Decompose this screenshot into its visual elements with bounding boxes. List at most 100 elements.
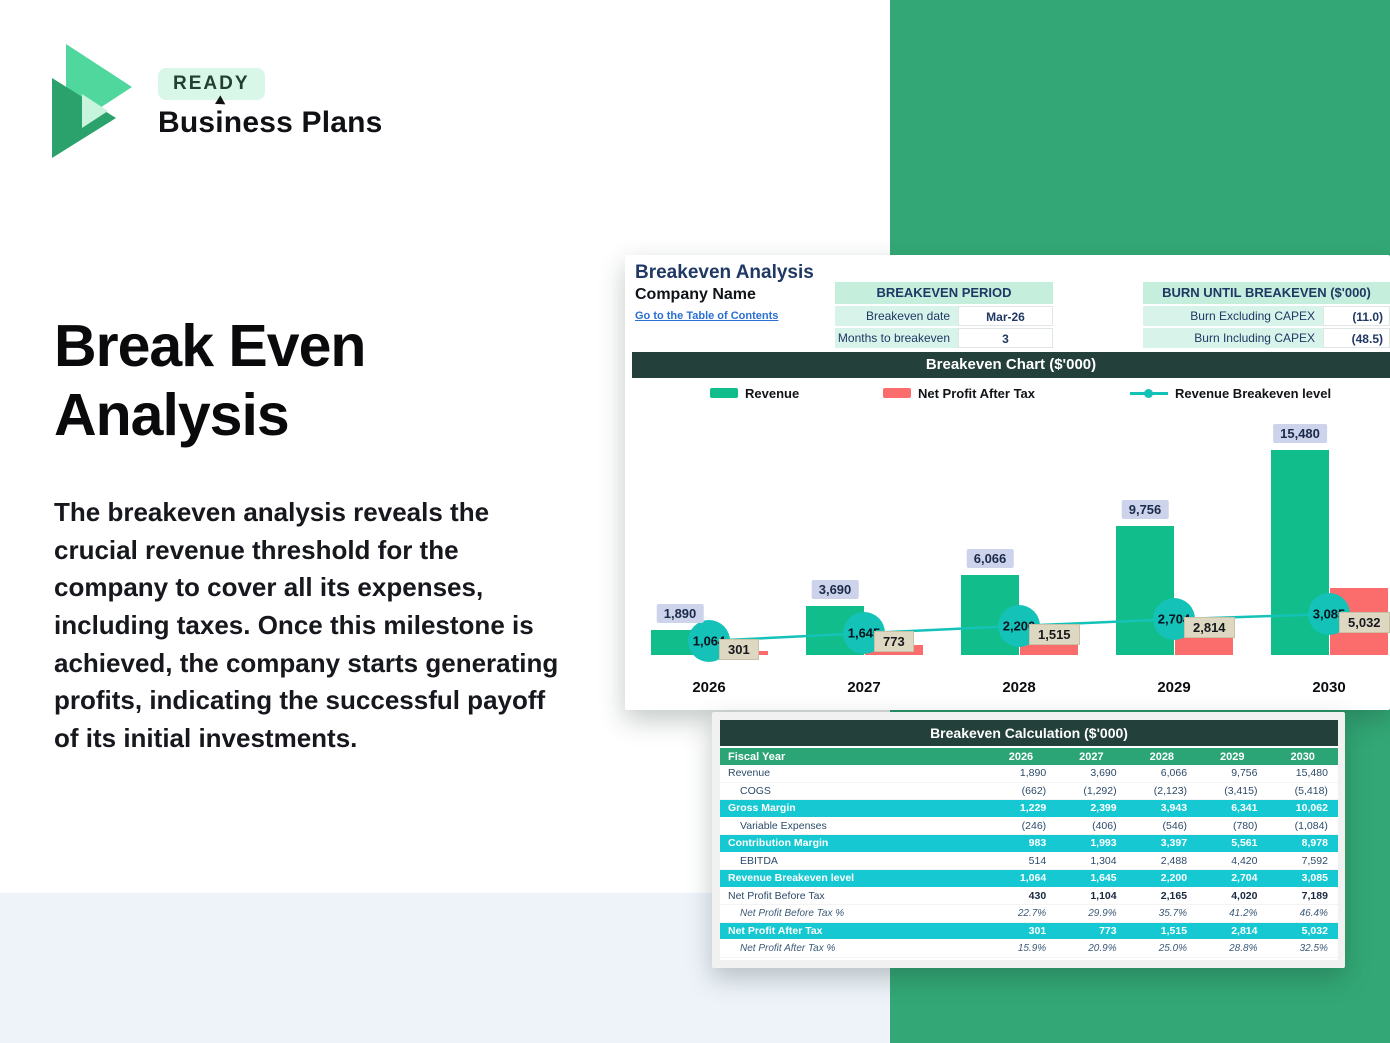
- row-value: 2,165: [1160, 889, 1188, 902]
- breakeven-date-label: Breakeven date: [835, 306, 958, 326]
- x-axis-year-label: 2027: [847, 679, 881, 696]
- row-value: 2,399: [1090, 802, 1117, 815]
- row-value: 2,814: [1231, 924, 1258, 937]
- calculation-table: Breakeven Calculation ($'000) Fiscal Yea…: [720, 720, 1338, 960]
- burn-until-breakeven-table: BURN UNTIL BREAKEVEN ($'000) Burn Exclud…: [1143, 282, 1390, 350]
- row-value: 4,020: [1231, 889, 1258, 902]
- breakeven-date-value: Mar-26: [958, 306, 1053, 326]
- row-value: 8,978: [1301, 837, 1328, 850]
- table-row: Breakeven date Mar-26: [835, 306, 1053, 328]
- row-value: 6,341: [1231, 802, 1258, 815]
- row-value: (246): [1021, 819, 1047, 832]
- brand-logo: READY Business Plans: [52, 44, 472, 162]
- row-label: COGS: [740, 784, 771, 797]
- row-value: 29.9%: [1088, 907, 1117, 919]
- row-value: (662): [1021, 784, 1047, 797]
- row-label: EBITDA: [740, 854, 778, 867]
- revenue-value-label: 15,480: [1273, 424, 1327, 443]
- year-column-header: 2030: [1290, 750, 1315, 763]
- row-value: 5,561: [1231, 837, 1258, 850]
- row-value: 15,480: [1295, 767, 1328, 780]
- row-value: 20.9%: [1088, 942, 1117, 954]
- row-value: (546): [1162, 819, 1188, 832]
- x-axis-year-label: 2029: [1157, 679, 1191, 696]
- table-row: Months to breakeven 3: [835, 328, 1053, 350]
- year-column-header: 2027: [1079, 750, 1104, 763]
- table-row: EBITDA 514 1,304 2,488 4,420 7,592: [720, 853, 1338, 870]
- table-row: Revenue Breakeven level 1,064 1,645 2,200 2,…: [720, 870, 1338, 888]
- x-axis-year-label: 2026: [692, 679, 726, 696]
- row-value: (3,415): [1224, 784, 1258, 797]
- net-profit-value-label: 301: [719, 638, 759, 660]
- logo-triangle-pale: [82, 94, 108, 128]
- row-value: 28.8%: [1229, 942, 1258, 954]
- months-to-breakeven-label: Months to breakeven: [835, 328, 958, 348]
- row-label: Revenue Breakeven level: [728, 872, 855, 885]
- row-value: 7,592: [1301, 854, 1328, 867]
- table-row: Revenue 1,890 3,690 6,066 9,756 15,480: [720, 765, 1338, 783]
- row-value: 6,066: [1160, 767, 1188, 780]
- table-of-contents-link[interactable]: Go to the Table of Contents: [635, 310, 779, 322]
- row-value: 1,890: [1019, 767, 1047, 780]
- row-value: 773: [1099, 924, 1117, 937]
- net-profit-value-label: 5,032: [1339, 612, 1390, 634]
- legend-label: Revenue Breakeven level: [1175, 385, 1332, 401]
- row-value: 3,397: [1160, 837, 1188, 850]
- legend-item-net-profit: Net Profit After Tax: [883, 385, 1035, 401]
- row-label: Net Profit After Tax %: [740, 942, 836, 954]
- row-value: 41.2%: [1229, 907, 1258, 919]
- x-axis-year-label: 2030: [1312, 679, 1346, 696]
- net-profit-value-label: 1,515: [1029, 623, 1080, 645]
- legend-dot-icon: [1144, 388, 1153, 398]
- sheet-title: Breakeven Analysis: [635, 262, 814, 283]
- row-value: 5,032: [1301, 924, 1328, 937]
- row-value: 1,229: [1019, 802, 1047, 815]
- row-label: Gross Margin: [728, 802, 796, 815]
- burn-table-header: BURN UNTIL BREAKEVEN ($'000): [1143, 282, 1390, 306]
- row-value: 514: [1028, 854, 1047, 867]
- breakeven-period-table: BREAKEVEN PERIOD Breakeven date Mar-26 M…: [835, 282, 1053, 350]
- row-value: 3,085: [1301, 872, 1328, 885]
- table-row: Gross Margin 1,229 2,399 3,943 6,341 10,062: [720, 800, 1338, 818]
- legend-item-revenue: Revenue: [710, 385, 799, 401]
- row-label: Net Profit Before Tax %: [740, 907, 845, 919]
- revenue-value-label: 3,690: [811, 580, 859, 600]
- company-name: Company Name: [635, 286, 756, 303]
- row-value: 10,062: [1295, 802, 1328, 815]
- row-value: 1,104: [1090, 889, 1117, 902]
- row-value: 4,420: [1231, 854, 1258, 867]
- row-value: 46.4%: [1299, 907, 1328, 919]
- row-label: Net Profit After Tax: [728, 924, 823, 937]
- year-column-header: 2026: [1008, 750, 1034, 763]
- breakeven-chart-card: Breakeven Analysis Company Name Go to th…: [625, 255, 1390, 710]
- row-value: 2,200: [1160, 872, 1188, 885]
- page-title: Break Even Analysis: [54, 313, 366, 449]
- row-value: (1,084): [1294, 819, 1328, 832]
- row-value: 15.9%: [1017, 942, 1047, 954]
- row-value: 3,690: [1090, 767, 1117, 780]
- legend-label: Net Profit After Tax: [918, 385, 1036, 401]
- row-value: 9,756: [1231, 767, 1258, 780]
- year-column-header: 2029: [1220, 750, 1245, 763]
- fiscal-year-header-row: Fiscal Year 2026 2027 2028 2029 2030: [720, 748, 1338, 765]
- row-value: 1,304: [1090, 854, 1117, 867]
- burn-excluding-capex-value: (11.0): [1323, 306, 1390, 326]
- net-profit-value-label: 773: [874, 631, 914, 653]
- row-label: Net Profit Before Tax: [728, 889, 825, 902]
- chart-title: Breakeven Chart ($'000): [632, 352, 1390, 378]
- row-value: 7,189: [1301, 889, 1328, 902]
- row-value: 32.5%: [1299, 942, 1328, 954]
- table-row: Burn Including CAPEX (48.5): [1143, 328, 1390, 350]
- brand-name: Business Plans: [158, 106, 383, 139]
- table-row: Burn Excluding CAPEX (11.0): [1143, 306, 1390, 328]
- legend-item-breakeven-level: Revenue Breakeven level: [1130, 385, 1331, 401]
- row-value: 25.0%: [1158, 942, 1188, 954]
- row-value: 1,645: [1090, 872, 1117, 885]
- row-label: Contribution Margin: [728, 837, 829, 850]
- row-value: 22.7%: [1017, 907, 1047, 919]
- row-value: 2,488: [1160, 854, 1188, 867]
- row-value: (406): [1092, 819, 1117, 832]
- row-value: 430: [1028, 889, 1047, 902]
- table-row: Net Profit After Tax 301 773 1,515 2,814 5,03…: [720, 922, 1338, 940]
